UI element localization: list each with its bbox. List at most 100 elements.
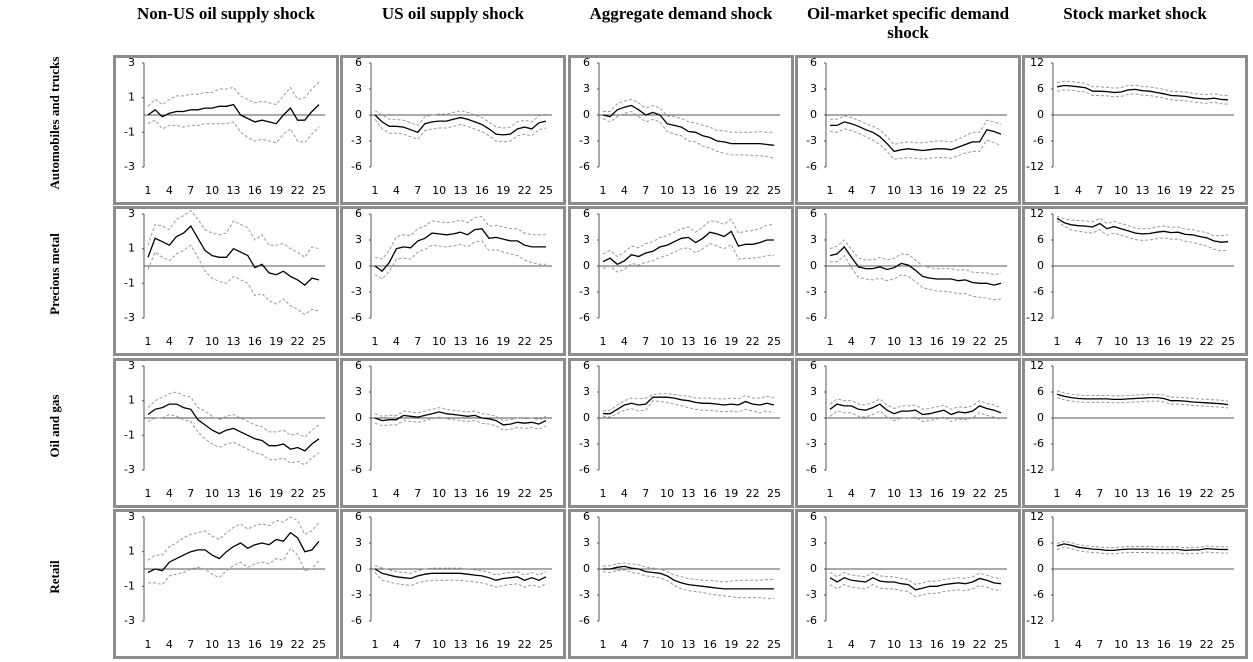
x-tick-label: 13 [454, 487, 468, 500]
x-tick-label: 16 [930, 335, 944, 348]
panel-frame [340, 509, 566, 659]
panel-frame [795, 55, 1021, 205]
x-tick-label: 7 [187, 638, 194, 651]
y-tick-label: -6 [1033, 588, 1044, 601]
series-line [1056, 543, 1228, 552]
y-tick-label: 3 [355, 82, 362, 95]
y-tick-label: 6 [355, 56, 362, 69]
y-tick-label: 3 [355, 233, 362, 246]
y-tick-label: 3 [810, 82, 817, 95]
y-tick-label: -6 [351, 160, 362, 173]
y-tick-label: 0 [1037, 562, 1044, 575]
column-title: Oil-market specific demand shock [806, 4, 1010, 42]
series-line [829, 403, 1002, 416]
column-title: Non-US oil supply shock [136, 4, 316, 23]
series-line [829, 571, 1002, 586]
x-tick-label: 19 [269, 487, 283, 500]
y-tick-label: -6 [579, 614, 590, 627]
x-tick-label: 16 [930, 487, 944, 500]
x-tick-label: 16 [1157, 638, 1171, 651]
x-tick-label: 4 [848, 638, 855, 651]
x-tick-label: 10 [1114, 184, 1128, 197]
series-line [1056, 80, 1229, 96]
series-line [603, 565, 774, 590]
x-tick-label: 25 [1221, 335, 1235, 348]
x-tick-label: 19 [1178, 335, 1192, 348]
series-line [147, 391, 320, 438]
x-tick-label: 10 [887, 487, 901, 500]
y-tick-label: 6 [583, 510, 590, 523]
panel-frame [1022, 358, 1248, 508]
series-line [1056, 397, 1229, 409]
x-tick-label: 25 [767, 184, 781, 197]
x-tick-label: 22 [746, 487, 760, 500]
y-tick-label: -3 [806, 437, 817, 450]
y-tick-label: 6 [810, 56, 817, 69]
y-tick-label: 0 [355, 411, 362, 424]
x-tick-label: 13 [682, 184, 696, 197]
x-tick-label: 16 [248, 184, 262, 197]
y-tick-label: -3 [124, 160, 135, 173]
x-tick-label: 25 [1221, 638, 1235, 651]
series-line [147, 516, 320, 561]
y-tick-label: -6 [806, 463, 817, 476]
panel-frame [340, 358, 566, 508]
panel-frame [795, 206, 1021, 356]
y-tick-label: -3 [124, 614, 135, 627]
x-tick-label: 10 [660, 335, 674, 348]
x-tick-label: 10 [887, 184, 901, 197]
x-tick-label: 22 [746, 335, 760, 348]
x-tick-label: 1 [600, 335, 607, 348]
y-tick-label: -6 [351, 311, 362, 324]
x-tick-label: 19 [724, 638, 738, 651]
series-line [1056, 540, 1228, 549]
y-tick-label: 1 [128, 91, 135, 104]
y-tick-label: -6 [1033, 437, 1044, 450]
panel-frame [568, 509, 794, 659]
x-tick-label: 4 [848, 487, 855, 500]
x-tick-label: 10 [887, 638, 901, 651]
x-tick-label: 19 [269, 638, 283, 651]
x-tick-label: 22 [1200, 335, 1214, 348]
panel-frame [795, 509, 1021, 659]
y-tick-label: 6 [810, 359, 817, 372]
y-tick-label: 3 [355, 385, 362, 398]
series-line [374, 411, 547, 426]
x-tick-label: 13 [227, 335, 241, 348]
x-tick-label: 25 [312, 335, 326, 348]
x-tick-label: 4 [1075, 638, 1082, 651]
series-line [829, 410, 1002, 423]
series-line [1056, 89, 1229, 105]
y-tick-label: 1 [128, 242, 135, 255]
x-tick-label: 13 [1136, 335, 1150, 348]
x-tick-label: 25 [539, 638, 553, 651]
y-tick-label: -3 [124, 463, 135, 476]
x-tick-label: 19 [724, 335, 738, 348]
series-line [374, 110, 547, 129]
x-tick-label: 13 [227, 638, 241, 651]
x-tick-label: 19 [951, 335, 965, 348]
y-tick-label: 6 [355, 510, 362, 523]
y-tick-label: 12 [1030, 359, 1044, 372]
y-tick-label: 0 [1037, 259, 1044, 272]
x-tick-label: 7 [187, 335, 194, 348]
x-tick-label: 16 [930, 638, 944, 651]
x-tick-label: 25 [994, 487, 1008, 500]
x-tick-label: 16 [1157, 184, 1171, 197]
y-tick-label: 12 [1030, 510, 1044, 523]
y-tick-label: 3 [128, 207, 135, 220]
x-tick-label: 10 [205, 335, 219, 348]
x-tick-label: 19 [724, 487, 738, 500]
y-tick-label: 3 [583, 385, 590, 398]
x-tick-label: 1 [145, 487, 152, 500]
x-tick-label: 13 [909, 335, 923, 348]
x-tick-label: 1 [1054, 638, 1061, 651]
x-tick-label: 22 [973, 638, 987, 651]
x-tick-label: 22 [518, 335, 532, 348]
x-tick-label: 22 [291, 638, 305, 651]
x-tick-label: 4 [166, 487, 173, 500]
series-line [147, 413, 320, 466]
x-tick-label: 13 [454, 638, 468, 651]
x-tick-label: 16 [248, 487, 262, 500]
